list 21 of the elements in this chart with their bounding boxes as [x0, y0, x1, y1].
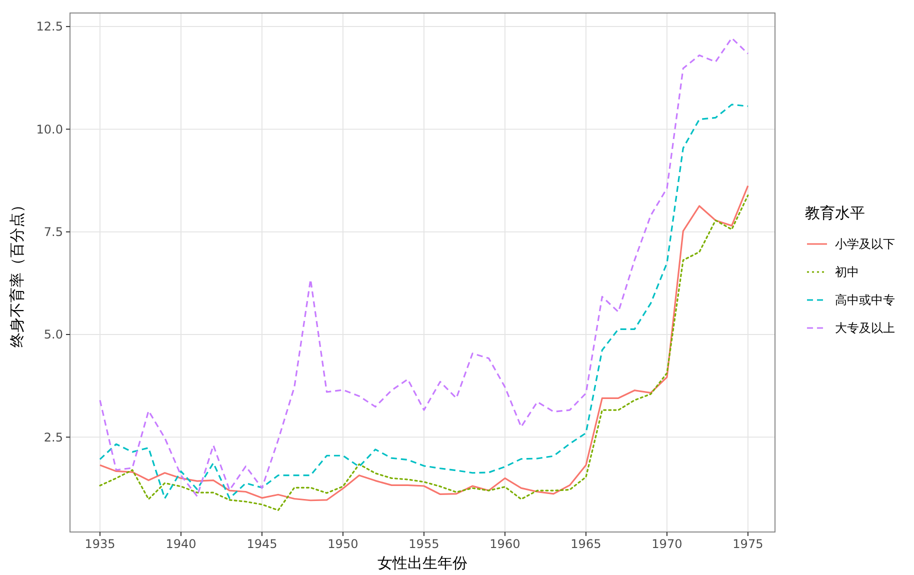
legend-label: 高中或中专 [835, 293, 895, 308]
legend-label: 大专及以上 [835, 321, 895, 336]
x-axis-title: 女性出生年份 [378, 554, 468, 572]
legend-title: 教育水平 [805, 204, 865, 222]
y-tick-label: 5.0 [44, 328, 63, 342]
x-tick-label: 1955 [408, 537, 440, 551]
x-tick-label: 1965 [570, 537, 602, 551]
x-tick-label: 1970 [652, 537, 682, 551]
y-tick-label: 2.5 [44, 430, 63, 444]
x-tick-label: 1960 [490, 537, 520, 551]
x-tick-label: 1975 [732, 537, 764, 551]
x-tick-label: 1950 [328, 537, 358, 551]
legend-label: 初中 [835, 265, 859, 280]
legend-label: 小学及以下 [835, 237, 895, 252]
y-axis-title: 终身不育率（百分点） [8, 198, 26, 348]
x-tick-label: 1940 [166, 537, 196, 551]
x-tick-label: 1935 [84, 537, 116, 551]
y-tick-label: 10.0 [36, 122, 63, 136]
x-tick-label: 1945 [246, 537, 278, 551]
y-tick-label: 7.5 [44, 225, 63, 240]
y-tick-label: 12.5 [36, 20, 63, 34]
